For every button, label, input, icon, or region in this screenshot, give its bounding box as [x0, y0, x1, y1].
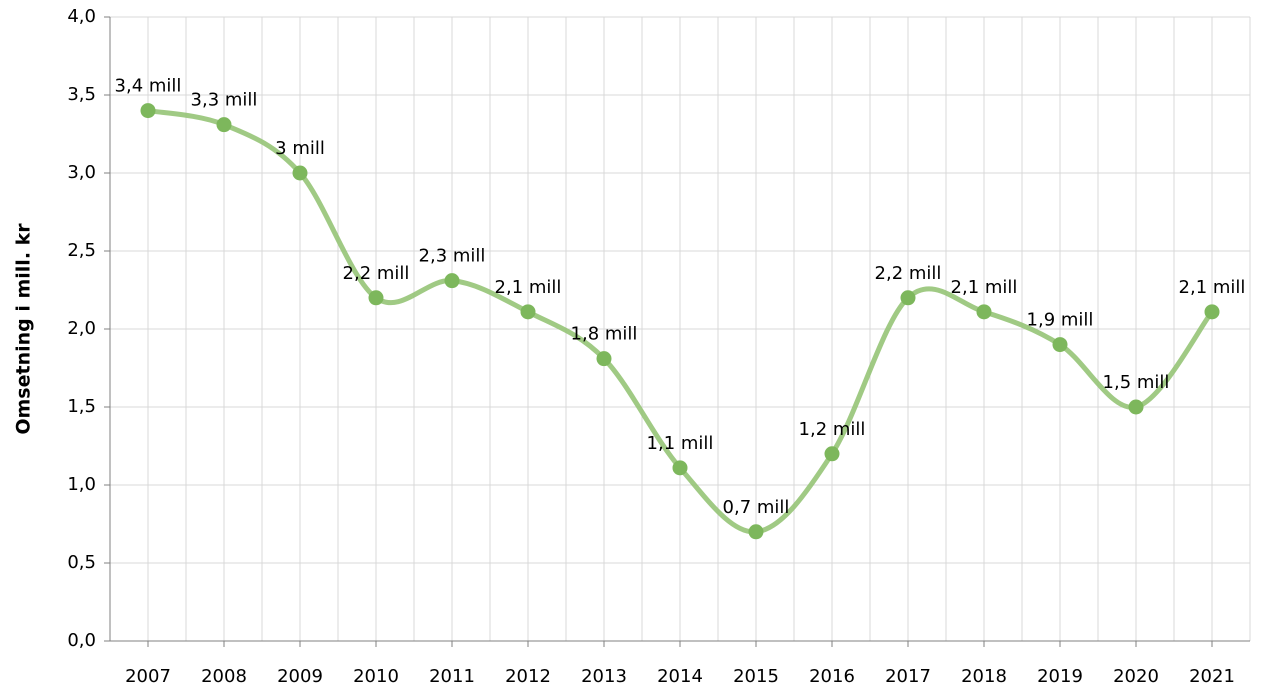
marker [976, 304, 992, 320]
x-tick-label: 2009 [277, 666, 323, 687]
x-tick-label: 2019 [1037, 666, 1083, 687]
x-tick-label: 2021 [1189, 666, 1235, 687]
data-label: 2,3 mill [419, 246, 486, 267]
x-tick-label: 2012 [505, 666, 551, 687]
marker [1128, 399, 1144, 415]
y-axis-label: Omsetning i mill. kr [13, 223, 35, 435]
y-tick-label: 2,5 [67, 240, 96, 261]
data-label: 2,2 mill [343, 263, 410, 284]
y-tick-label: 3,0 [67, 162, 96, 183]
marker [1204, 304, 1220, 320]
y-tick-label: 4,0 [67, 6, 96, 27]
marker [140, 103, 156, 119]
marker [596, 351, 612, 367]
x-tick-label: 2016 [809, 666, 855, 687]
y-tick-label: 0,0 [67, 630, 96, 651]
x-tick-label: 2018 [961, 666, 1007, 687]
data-label: 1,5 mill [1103, 372, 1170, 393]
marker [444, 273, 460, 289]
x-tick-label: 2020 [1113, 666, 1159, 687]
y-tick-label: 3,5 [67, 84, 96, 105]
data-label: 2,1 mill [495, 277, 562, 298]
marker [1052, 337, 1068, 353]
y-tick-label: 1,0 [67, 474, 96, 495]
marker [824, 446, 840, 462]
x-tick-label: 2007 [125, 666, 171, 687]
data-label: 1,8 mill [571, 324, 638, 345]
y-tick-label: 0,5 [67, 552, 96, 573]
data-label: 3 mill [275, 138, 325, 159]
x-tick-label: 2015 [733, 666, 779, 687]
data-label: 1,1 mill [647, 433, 714, 454]
y-tick-label: 1,5 [67, 396, 96, 417]
data-label: 2,1 mill [951, 277, 1018, 298]
x-tick-label: 2011 [429, 666, 475, 687]
data-label: 1,9 mill [1027, 310, 1094, 331]
x-tick-label: 2008 [201, 666, 247, 687]
line [145, 108, 1215, 535]
marker [292, 165, 308, 181]
x-tick-label: 2017 [885, 666, 931, 687]
data-label: 0,7 mill [723, 497, 790, 518]
x-tick-label: 2013 [581, 666, 627, 687]
x-tick-label: 2010 [353, 666, 399, 687]
marker [216, 117, 232, 133]
marker [368, 290, 384, 306]
x-tick-label: 2014 [657, 666, 703, 687]
marker [900, 290, 916, 306]
data-label: 2,2 mill [875, 263, 942, 284]
y-tick-label: 2,0 [67, 318, 96, 339]
data-label: 1,2 mill [799, 419, 866, 440]
data-label: 3,3 mill [191, 90, 258, 111]
marker [520, 304, 536, 320]
data-label: 2,1 mill [1179, 277, 1246, 298]
marker [672, 460, 688, 476]
marker [748, 524, 764, 540]
data-label: 3,4 mill [115, 76, 182, 97]
